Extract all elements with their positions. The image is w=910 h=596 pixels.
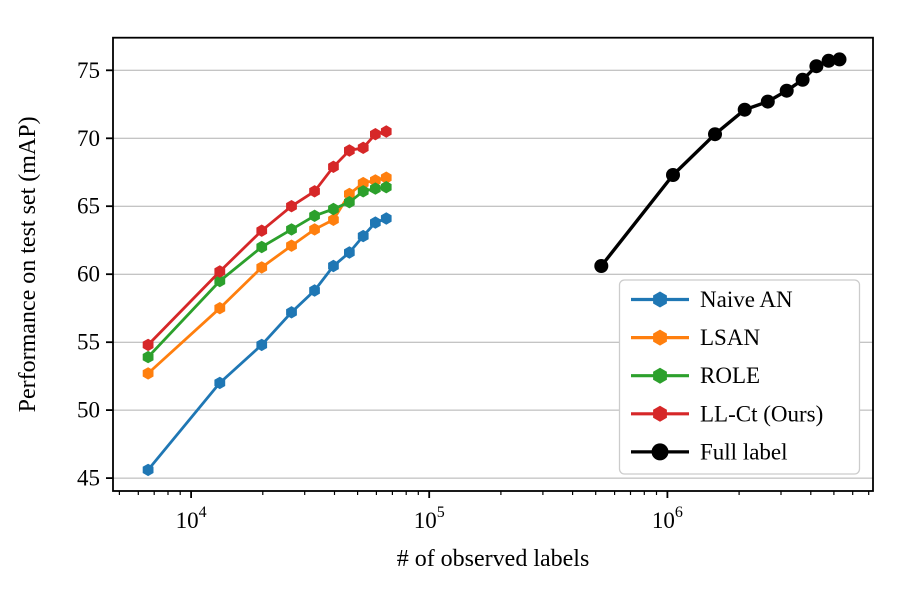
- data-point-ll-ct-ours: [328, 160, 339, 173]
- data-point-role: [256, 240, 268, 254]
- data-point-role: [142, 350, 154, 364]
- data-point-lsan: [309, 223, 320, 236]
- data-point-role: [309, 209, 320, 222]
- legend-label-full-label: Full label: [700, 439, 788, 464]
- x-tick-label: 105: [414, 504, 445, 533]
- legend-marker-full-label: [651, 443, 669, 461]
- y-tick-label: 45: [77, 466, 100, 491]
- y-tick-label: 50: [77, 398, 100, 423]
- series-line-lsan: [146, 176, 388, 375]
- series-ll-ct-ours: [142, 125, 392, 352]
- data-point-full-label: [760, 94, 775, 109]
- legend-label-role: ROLE: [700, 363, 760, 388]
- data-point-lsan: [328, 213, 339, 226]
- data-point-lsan: [357, 176, 369, 190]
- data-point-lsan: [286, 239, 297, 252]
- legend-label-lsan: LSAN: [700, 325, 760, 350]
- x-tick-label: 104: [176, 504, 207, 533]
- series-naive-an: [142, 212, 392, 477]
- legend-item-role: ROLE: [631, 363, 760, 388]
- data-point-full-label: [666, 168, 680, 182]
- legend-label-naive-an: Naive AN: [700, 287, 793, 312]
- data-point-role: [344, 196, 355, 209]
- data-point-full-label: [594, 259, 609, 273]
- data-point-ll-ct-ours: [256, 224, 268, 237]
- legend: Naive AN LSAN ROLE LL-Ct (Ours) Full label: [618, 279, 861, 475]
- data-point-naive-an: [380, 212, 392, 225]
- x-axis-label: # of observed labels: [397, 546, 590, 572]
- data-point-role: [370, 182, 381, 195]
- series-line-ll-ct-ours: [146, 130, 388, 347]
- series-full-label: [594, 52, 847, 273]
- data-point-full-label: [821, 53, 836, 68]
- legend-marker-ll-ct-ours: [653, 405, 667, 422]
- data-point-role: [286, 223, 297, 236]
- plot-border: [112, 36, 874, 492]
- data-point-naive-an: [256, 338, 268, 352]
- data-point-role: [380, 181, 392, 194]
- data-point-role: [214, 274, 226, 288]
- legend-marker-naive-an: [653, 291, 667, 308]
- data-point-naive-an: [286, 306, 297, 319]
- data-point-naive-an: [370, 216, 381, 229]
- data-point-lsan: [214, 302, 226, 315]
- data-point-naive-an: [328, 259, 339, 273]
- data-point-lsan: [344, 187, 355, 201]
- data-point-naive-an: [214, 376, 226, 390]
- data-point-ll-ct-ours: [344, 144, 355, 157]
- data-point-full-label: [779, 83, 794, 98]
- legend-label-ll-ct-ours: LL-Ct (Ours): [700, 401, 823, 426]
- data-point-role: [357, 185, 369, 198]
- data-point-ll-ct-ours: [142, 338, 154, 352]
- x-tick-labels: 104 105 106: [176, 504, 683, 533]
- y-tick-label: 70: [77, 126, 100, 151]
- data-point-naive-an: [357, 229, 369, 243]
- series-role: [142, 181, 392, 364]
- data-point-naive-an: [142, 463, 154, 477]
- data-point-full-label: [809, 59, 824, 74]
- legend-item-full-label: Full label: [631, 439, 788, 464]
- legend-item-lsan: LSAN: [631, 325, 760, 350]
- y-axis-label: Performance on test set (mAP): [15, 116, 41, 412]
- legend-marker-role: [653, 367, 667, 384]
- data-point-ll-ct-ours: [370, 128, 381, 141]
- legend-item-ll-ct-ours: LL-Ct (Ours): [631, 401, 823, 426]
- legend-box: [618, 279, 861, 475]
- y-tick-label: 55: [77, 330, 100, 355]
- data-point-full-label: [832, 52, 847, 67]
- series-lsan: [142, 171, 392, 380]
- series-line-role: [146, 185, 388, 359]
- data-point-naive-an: [344, 246, 355, 259]
- y-tick-labels: 45 50 55 60 65 70 75: [77, 58, 100, 491]
- data-point-full-label: [737, 102, 752, 117]
- legend-item-naive-an: Naive AN: [631, 287, 793, 312]
- data-point-lsan: [380, 171, 392, 184]
- series-line-full-label: [599, 57, 842, 268]
- data-point-lsan: [142, 367, 154, 380]
- series-line-naive-an: [146, 217, 388, 472]
- x-tick-label: 106: [652, 504, 683, 533]
- data-point-ll-ct-ours: [380, 125, 392, 138]
- data-point-role: [328, 202, 339, 216]
- data-point-full-label: [708, 127, 722, 142]
- data-point-naive-an: [309, 284, 320, 297]
- data-point-lsan: [370, 174, 381, 187]
- data-point-full-label: [795, 72, 810, 87]
- data-point-ll-ct-ours: [309, 185, 320, 198]
- y-tick-label: 60: [77, 262, 100, 287]
- grid-lines: [113, 69, 873, 479]
- data-point-ll-ct-ours: [286, 200, 297, 213]
- data-point-ll-ct-ours: [357, 141, 369, 154]
- data-point-lsan: [256, 261, 268, 274]
- legend-marker-lsan: [653, 329, 667, 346]
- data-point-ll-ct-ours: [214, 265, 226, 278]
- y-tick-label: 65: [77, 194, 100, 219]
- y-tick-label: 75: [77, 58, 100, 83]
